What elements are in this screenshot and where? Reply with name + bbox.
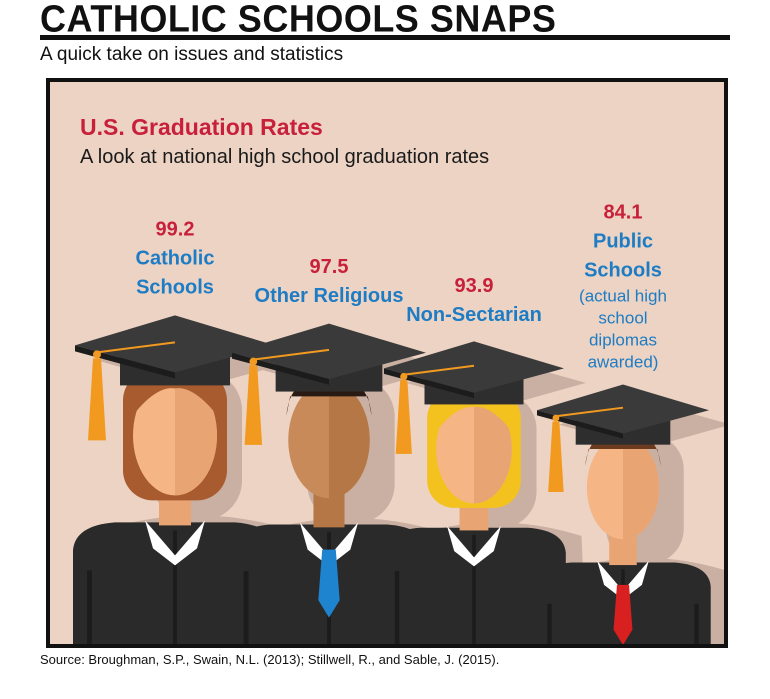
- graduation-cap-icon: [232, 323, 426, 379]
- tassel-knot: [400, 372, 408, 381]
- gown-fold: [243, 571, 249, 644]
- collar-icon: [145, 520, 205, 566]
- tassel-icon: [244, 365, 263, 445]
- category-note: school: [598, 309, 647, 328]
- graduation-cap-icon: [75, 315, 275, 373]
- tassel-cord: [253, 348, 330, 361]
- tassel-cord: [96, 341, 176, 354]
- graduate-figure: 93.9 Non-Sectarian: [382, 275, 566, 644]
- category-label: Other Religious: [255, 285, 404, 307]
- infographic-panel: 99.2 Catholic Schools 97.5 Other Religious 93…: [46, 78, 728, 648]
- page-subtitle: A quick take on issues and statistics: [40, 44, 344, 65]
- graduate-figure: 84.1 Public Schools (actual high school diplo…: [535, 202, 711, 644]
- category-label: Schools: [584, 260, 662, 282]
- chart-subtitle: A look at national high school graduatio…: [80, 146, 490, 168]
- gown-seam: [173, 530, 177, 644]
- category-note: awarded): [588, 353, 659, 372]
- gown-fold: [547, 603, 552, 644]
- face-shade: [474, 395, 512, 504]
- gown-seam: [472, 534, 476, 644]
- graduation-cap-icon: [537, 384, 709, 434]
- tassel-icon: [548, 421, 564, 492]
- tassel-cord: [403, 364, 475, 376]
- face-shade: [175, 375, 217, 496]
- category-label: Non-Sectarian: [406, 304, 542, 326]
- graduation-cap-icon: [384, 341, 564, 393]
- category-note: diplomas: [589, 331, 657, 350]
- data-label: 93.9: [455, 275, 494, 297]
- data-label: 97.5: [310, 256, 349, 278]
- page-title: CATHOLIC SCHOOLS SNAPS: [40, 0, 557, 40]
- necktie-icon: [318, 549, 340, 618]
- tassel-knot: [552, 414, 560, 422]
- data-label: 99.2: [156, 218, 195, 240]
- chart-title: U.S. Graduation Rates: [80, 114, 323, 140]
- gown-fold: [694, 603, 699, 644]
- tassel-knot: [249, 357, 258, 366]
- title-rule: [40, 35, 730, 40]
- gown-fold: [87, 570, 92, 644]
- category-note: (actual high: [579, 287, 667, 306]
- tassel-icon: [88, 358, 106, 441]
- face-shade: [329, 381, 370, 499]
- tassel-icon: [395, 380, 412, 454]
- face-shade: [623, 436, 660, 540]
- gown-fold: [394, 570, 400, 644]
- graduate-figure: 97.5 Other Religious: [230, 256, 428, 644]
- source-citation: Source: Broughman, S.P., Swain, N.L. (20…: [40, 652, 500, 667]
- necktie-icon: [613, 584, 633, 644]
- data-label: 84.1: [604, 202, 643, 224]
- category-label: Schools: [136, 276, 214, 298]
- collar-icon: [447, 525, 501, 567]
- tassel-cord: [555, 406, 624, 418]
- graduate-figure: 99.2 Catholic Schools: [73, 218, 277, 644]
- tassel-knot: [93, 350, 101, 359]
- category-label: Public: [593, 231, 653, 253]
- category-label: Catholic: [136, 247, 215, 269]
